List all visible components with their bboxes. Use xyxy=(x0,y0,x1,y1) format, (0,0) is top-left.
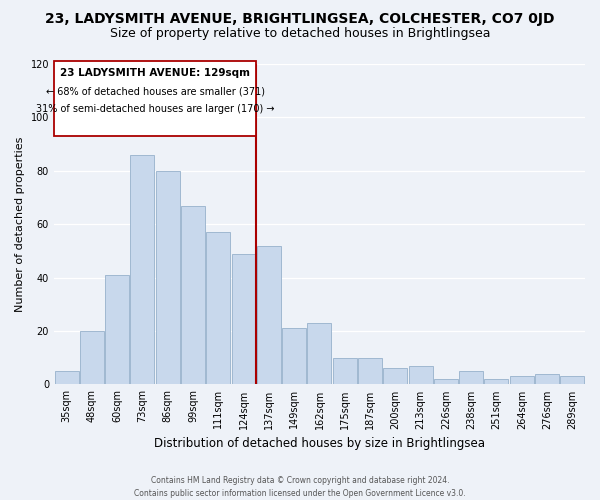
Bar xyxy=(55,371,79,384)
Bar xyxy=(156,171,180,384)
Bar xyxy=(307,323,331,384)
Text: 23 LADYSMITH AVENUE: 129sqm: 23 LADYSMITH AVENUE: 129sqm xyxy=(60,68,250,78)
Text: Size of property relative to detached houses in Brightlingsea: Size of property relative to detached ho… xyxy=(110,28,490,40)
Text: Contains HM Land Registry data © Crown copyright and database right 2024.
Contai: Contains HM Land Registry data © Crown c… xyxy=(134,476,466,498)
Bar xyxy=(484,379,508,384)
Bar xyxy=(130,155,154,384)
Bar xyxy=(105,275,129,384)
Bar xyxy=(510,376,534,384)
Bar xyxy=(80,331,104,384)
Bar xyxy=(181,206,205,384)
Bar xyxy=(333,358,357,384)
Text: 31% of semi-detached houses are larger (170) →: 31% of semi-detached houses are larger (… xyxy=(36,104,274,114)
X-axis label: Distribution of detached houses by size in Brightlingsea: Distribution of detached houses by size … xyxy=(154,437,485,450)
Bar xyxy=(358,358,382,384)
Text: 23, LADYSMITH AVENUE, BRIGHTLINGSEA, COLCHESTER, CO7 0JD: 23, LADYSMITH AVENUE, BRIGHTLINGSEA, COL… xyxy=(45,12,555,26)
Bar xyxy=(206,232,230,384)
Bar xyxy=(282,328,306,384)
Bar xyxy=(535,374,559,384)
Bar xyxy=(383,368,407,384)
Text: ← 68% of detached houses are smaller (371): ← 68% of detached houses are smaller (37… xyxy=(46,86,265,97)
Y-axis label: Number of detached properties: Number of detached properties xyxy=(15,136,25,312)
Bar xyxy=(232,254,256,384)
Bar xyxy=(459,371,483,384)
Bar xyxy=(560,376,584,384)
FancyBboxPatch shape xyxy=(55,62,256,136)
Bar xyxy=(409,366,433,384)
Bar xyxy=(434,379,458,384)
Bar xyxy=(257,246,281,384)
